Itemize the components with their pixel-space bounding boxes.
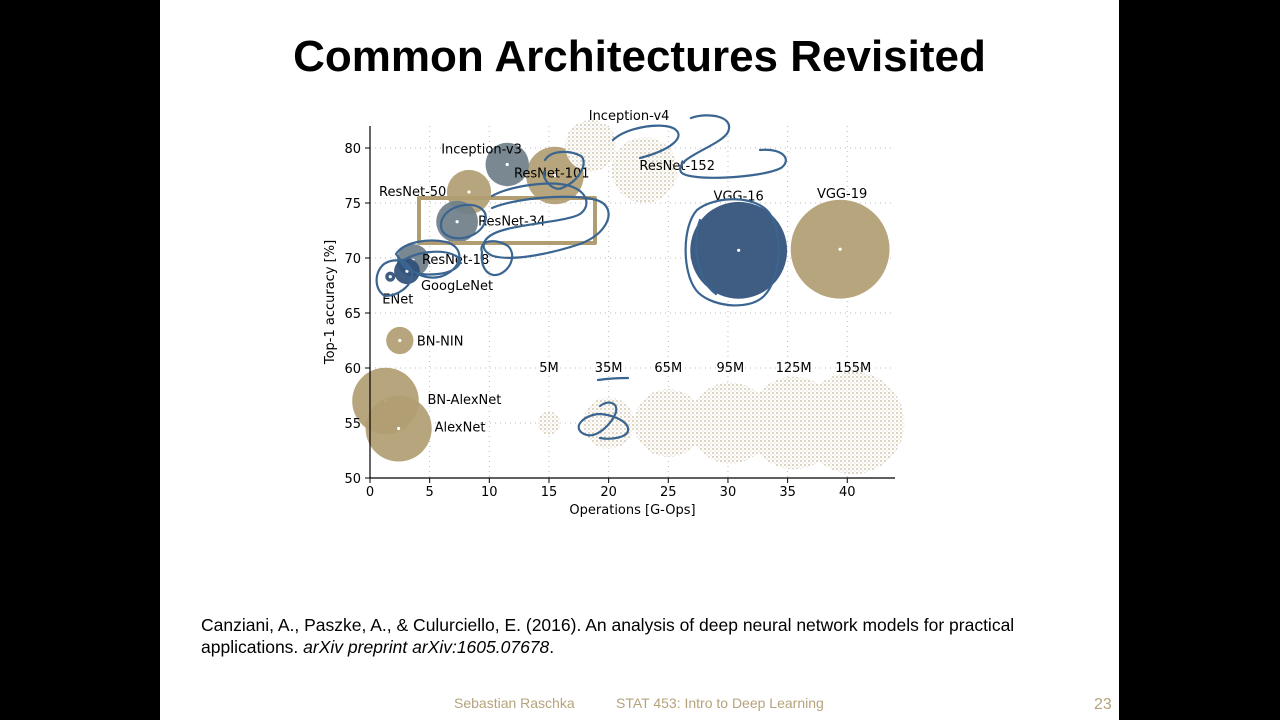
- model-bubble-center: [642, 168, 647, 172]
- model-bubble-center: [398, 338, 402, 343]
- y-tick-label: 75: [344, 197, 361, 212]
- y-tick-label: 55: [344, 417, 361, 432]
- model-label: Inception-v3: [441, 143, 522, 158]
- model-bubble-center: [467, 190, 471, 194]
- x-tick-label: 40: [839, 485, 856, 500]
- size-legend-label: 125M: [776, 361, 812, 376]
- model-bubble-center: [397, 426, 401, 431]
- x-axis-title: Operations [G-Ops]: [569, 503, 695, 518]
- model-label: ResNet-152: [639, 159, 715, 174]
- citation-text: Canziani, A., Paszke, A., & Culurciello,…: [201, 615, 1015, 657]
- size-legend-label: 35M: [595, 361, 623, 376]
- model-label: AlexNet: [435, 421, 486, 436]
- pen-stroke: [679, 114, 787, 179]
- x-tick-label: 15: [541, 485, 558, 500]
- size-legend-bubble: [537, 411, 561, 435]
- size-legend-label: 65M: [654, 361, 682, 376]
- highlight-box: [417, 196, 597, 245]
- pen-stroke: [439, 203, 487, 240]
- footer-course: STAT 453: Intro to Deep Learning: [616, 695, 824, 711]
- pen-stroke: [611, 124, 680, 160]
- pen-stroke: [482, 182, 610, 259]
- x-tick-label: 35: [779, 485, 796, 500]
- model-bubble-center: [553, 173, 557, 178]
- pen-stroke: [577, 401, 630, 440]
- x-tick-label: 30: [720, 485, 737, 500]
- model-label: VGG-19: [817, 187, 867, 202]
- model-label: Inception-v4: [589, 109, 670, 124]
- model-label: BN-AlexNet: [428, 393, 502, 408]
- page-number: 23: [1094, 696, 1112, 713]
- x-tick-label: 25: [660, 485, 677, 500]
- size-legend-bubble: [634, 388, 703, 458]
- pen-stroke: [394, 239, 462, 279]
- model-bubble-center: [589, 144, 593, 148]
- pen-stroke: [684, 198, 780, 307]
- y-tick-label: 65: [344, 307, 361, 322]
- model-bubble-center: [505, 162, 509, 167]
- citation: Canziani, A., Paszke, A., & Culurciello,…: [201, 614, 1101, 658]
- model-bubble-center: [455, 220, 459, 224]
- y-tick-label: 80: [344, 142, 361, 157]
- size-legend-label: 155M: [835, 361, 871, 376]
- x-tick-label: 5: [426, 485, 434, 500]
- model-bubble-center: [737, 248, 741, 252]
- model-label: BN-NIN: [417, 335, 464, 350]
- x-tick-label: 20: [600, 485, 617, 500]
- pen-stroke: [596, 376, 630, 382]
- citation-end: .: [549, 637, 555, 657]
- pen-annotations: [375, 114, 787, 440]
- x-tick-label: 0: [366, 485, 374, 500]
- model-bubble-center: [388, 275, 392, 279]
- model-label: ResNet-101: [514, 167, 590, 182]
- footer-author: Sebastian Raschka: [454, 695, 575, 711]
- size-legend-bubble: [802, 371, 905, 475]
- model-bubble-center: [838, 247, 842, 251]
- bubble-layer: [352, 120, 905, 475]
- y-tick-label: 70: [344, 252, 361, 267]
- pen-stroke: [375, 259, 414, 298]
- slide: Common Architectures Revisited Operation…: [160, 0, 1119, 720]
- y-axis-title: Top-1 accuracy [%]: [323, 240, 338, 365]
- model-label: ResNet-18: [422, 253, 489, 268]
- label-layer: 0 5 10 15 20 25 30 35 40 50 55 60 65 70 75 80 5M 35M 65M 95…: [344, 109, 871, 500]
- axis-layer: Operations [G-Ops] Top-1 accuracy [%]: [323, 126, 895, 518]
- size-legend-label: 5M: [539, 361, 559, 376]
- size-legend-label: 95M: [716, 361, 744, 376]
- citation-journal: arXiv preprint arXiv:1605.07678: [303, 637, 550, 657]
- y-tick-label: 60: [344, 362, 361, 377]
- y-tick-label: 50: [344, 472, 361, 487]
- x-tick-label: 10: [481, 485, 498, 500]
- slide-title: Common Architectures Revisited: [293, 32, 986, 81]
- size-legend-bubble: [689, 382, 771, 464]
- model-label: GoogLeNet: [421, 279, 493, 294]
- pen-stroke: [480, 240, 514, 277]
